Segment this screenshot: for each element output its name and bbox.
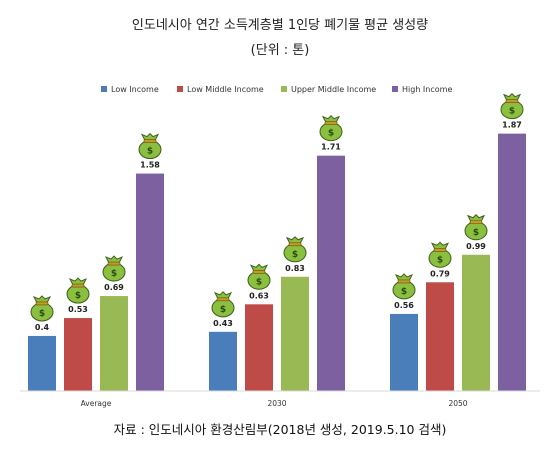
value-labels: 0.4 0.53 0.69 1.58 0.43 0.63 0.83 1.71 0.56 0.79 0… xyxy=(35,121,522,332)
bar-0-0 xyxy=(28,335,56,391)
money-bag-icon xyxy=(247,263,271,290)
data-label-2-1: 0.79 xyxy=(430,269,450,278)
bar-2-2 xyxy=(462,254,490,391)
bar-2-1 xyxy=(426,282,454,391)
bar-2-3 xyxy=(498,133,526,391)
legend-swatch-0 xyxy=(101,86,107,92)
bar-1-0 xyxy=(209,331,237,391)
source-note: 자료 : 인도네시아 환경산림부(2018년 생성, 2019.5.10 검색) xyxy=(114,422,447,437)
data-label-0-0: 0.4 xyxy=(35,323,50,332)
legend-label-0: Low Income xyxy=(111,85,159,94)
bar-1-1 xyxy=(245,304,273,391)
data-label-1-1: 0.63 xyxy=(249,291,269,300)
data-label-0-2: 0.69 xyxy=(104,283,124,292)
category-label-0: Average xyxy=(81,399,112,408)
legend: Low Income Low Middle Income Upper Middle … xyxy=(101,85,452,94)
money-bag-icon xyxy=(319,115,343,142)
bar-0-2 xyxy=(100,296,128,391)
category-label-1: 2030 xyxy=(267,399,286,408)
bar-0-1 xyxy=(64,318,92,391)
money-bag-icon xyxy=(500,93,524,120)
data-label-0-1: 0.53 xyxy=(68,305,88,314)
legend-label-2: Upper Middle Income xyxy=(291,85,376,94)
money-bag-icon xyxy=(30,295,54,322)
data-label-2-3: 1.87 xyxy=(502,121,522,130)
bar-2-0 xyxy=(390,313,418,391)
bar-0-3 xyxy=(136,173,164,391)
data-label-2-0: 0.56 xyxy=(394,301,414,310)
chart-subtitle: (단위 : 톤) xyxy=(251,43,310,58)
money-bag-icon xyxy=(66,277,90,304)
money-bag-icon xyxy=(138,133,162,160)
legend-swatch-3 xyxy=(392,86,398,92)
legend-swatch-2 xyxy=(281,86,287,92)
money-bag-icon xyxy=(392,273,416,300)
money-bag-icon xyxy=(211,291,235,318)
data-label-1-0: 0.43 xyxy=(213,319,233,328)
bars xyxy=(28,133,526,391)
category-labels: Average 2030 2050 xyxy=(81,399,468,408)
money-bag-icon xyxy=(464,214,488,241)
money-bag-icon xyxy=(283,236,307,263)
data-label-2-2: 0.99 xyxy=(466,242,486,251)
bar-1-3 xyxy=(317,155,345,391)
legend-swatch-1 xyxy=(177,86,183,92)
bar-1-2 xyxy=(281,276,309,391)
chart-title: 인도네시아 연간 소득계층별 1인당 폐기물 평균 생성량 xyxy=(132,18,428,33)
category-label-2: 2050 xyxy=(448,399,467,408)
data-label-0-3: 1.58 xyxy=(140,161,160,170)
legend-label-3: High Income xyxy=(402,85,452,94)
legend-label-1: Low Middle Income xyxy=(187,85,264,94)
money-bag-icon xyxy=(102,255,126,282)
money-bag-icon xyxy=(428,241,452,268)
data-label-1-2: 0.83 xyxy=(285,264,305,273)
data-label-1-3: 1.71 xyxy=(321,143,341,152)
